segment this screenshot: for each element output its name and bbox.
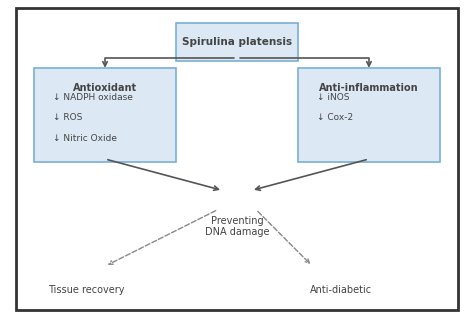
Text: ↓ Nitric Oxide: ↓ Nitric Oxide xyxy=(53,134,117,143)
Text: Antioxidant: Antioxidant xyxy=(73,83,137,93)
Text: Tissue recovery: Tissue recovery xyxy=(48,285,125,295)
FancyBboxPatch shape xyxy=(298,68,439,162)
Text: Preventing
DNA damage: Preventing DNA damage xyxy=(205,216,269,237)
Text: Anti-diabetic: Anti-diabetic xyxy=(310,285,372,295)
FancyBboxPatch shape xyxy=(16,8,458,310)
Text: ↓ ROS: ↓ ROS xyxy=(53,113,82,122)
Text: ↓ iNOS: ↓ iNOS xyxy=(317,93,350,102)
FancyBboxPatch shape xyxy=(35,68,176,162)
Text: Anti-inflammation: Anti-inflammation xyxy=(319,83,419,93)
Text: ↓ NADPH oxidase: ↓ NADPH oxidase xyxy=(53,93,133,102)
Text: ↓ Cox-2: ↓ Cox-2 xyxy=(317,113,353,122)
Text: Spirulina platensis: Spirulina platensis xyxy=(182,38,292,47)
FancyBboxPatch shape xyxy=(176,24,298,61)
